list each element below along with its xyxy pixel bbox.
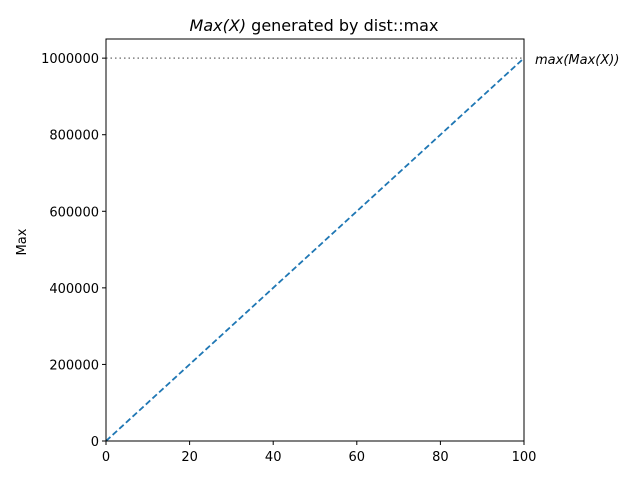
- y-tick-label: 200000: [49, 358, 99, 373]
- chart-title-italic: Max(X): [190, 16, 247, 35]
- y-tick-label: 600000: [49, 205, 99, 220]
- y-axis-label: Max: [15, 228, 30, 255]
- x-tick-label: 80: [432, 450, 449, 465]
- y-tick-label: 400000: [49, 282, 99, 297]
- y-tick-label: 800000: [49, 129, 99, 144]
- x-tick-label: 100: [512, 450, 537, 465]
- chart-title-rest: generated by dist::max: [246, 16, 438, 35]
- reference-label-layer: max(Max(X)): [535, 53, 619, 68]
- x-tick-label: 40: [265, 450, 282, 465]
- y-tick-label: 1000000: [41, 52, 99, 67]
- chart-title: Max(X) generated by dist::max: [190, 16, 439, 35]
- x-tick-label: 0: [102, 450, 110, 465]
- y-tick-label: 0: [91, 435, 99, 450]
- series-line: [105, 57, 525, 442]
- y-axis: 0 200000 400000 600000 800000 1000000: [41, 52, 106, 450]
- x-tick-label: 20: [181, 450, 198, 465]
- reference-line-label: max(Max(X)): [535, 53, 619, 68]
- x-tick-label: 60: [349, 450, 366, 465]
- x-axis: 0 20 40 60 80 100: [102, 441, 537, 465]
- series-layer: [105, 57, 525, 442]
- plot-area-frame: [105, 38, 525, 442]
